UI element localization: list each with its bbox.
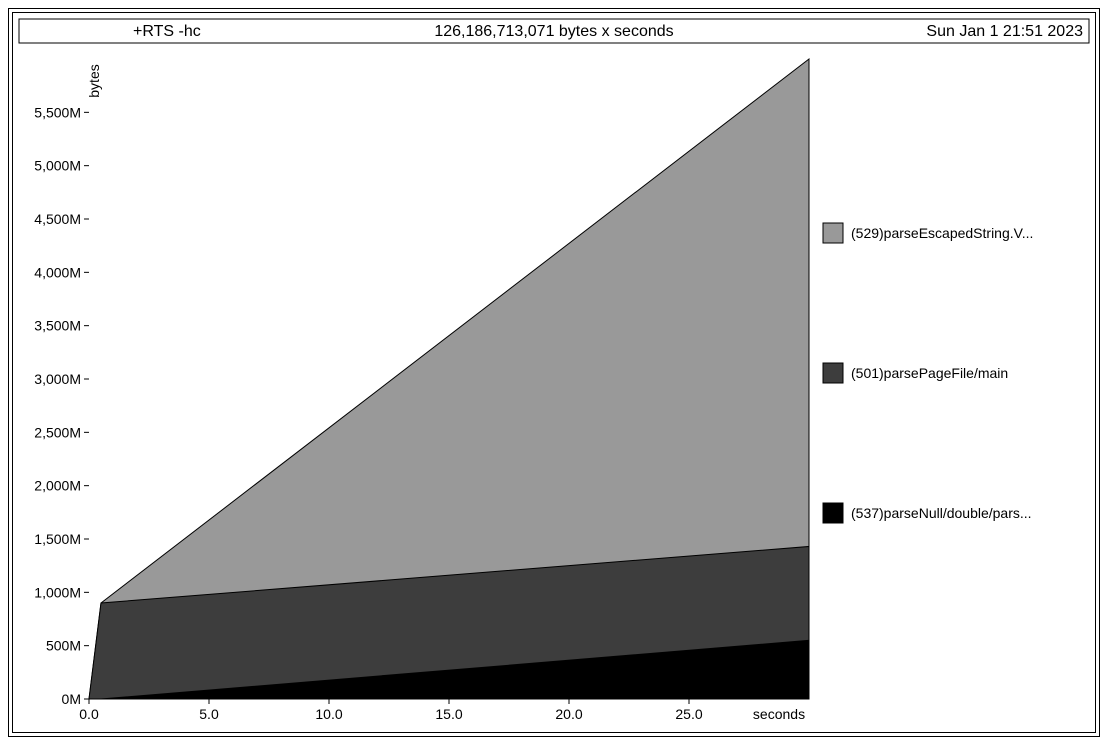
y-tick-label: 5,000M	[34, 158, 81, 174]
x-tick-label: 0.0	[79, 706, 99, 722]
chart-svg: +RTS -hc 126,186,713,071 bytes x seconds S…	[13, 13, 1095, 732]
y-tick-label: 4,500M	[34, 211, 81, 227]
legend-label-s2: (501)parsePageFile/main	[851, 365, 1008, 381]
x-tick-label: 15.0	[435, 706, 462, 722]
figure-inner: +RTS -hc 126,186,713,071 bytes x seconds S…	[12, 12, 1096, 733]
y-axis-label: bytes	[86, 64, 102, 97]
header-right: Sun Jan 1 21:51 2023	[926, 23, 1083, 40]
header-left: +RTS -hc	[133, 23, 201, 40]
header-center: 126,186,713,071 bytes x seconds	[434, 23, 673, 40]
y-tick-label: 3,500M	[34, 318, 81, 334]
y-tick-label: 500M	[46, 638, 81, 654]
y-tick-label: 0M	[62, 691, 81, 707]
y-tick-label: 5,500M	[34, 104, 81, 120]
x-tick-label: 25.0	[675, 706, 702, 722]
legend-swatch-s3	[823, 503, 843, 523]
x-tick-label: 10.0	[315, 706, 342, 722]
legend-swatch-s1	[823, 223, 843, 243]
figure-frame: +RTS -hc 126,186,713,071 bytes x seconds S…	[8, 8, 1100, 737]
y-tick-label: 3,000M	[34, 371, 81, 387]
legend-swatch-s2	[823, 363, 843, 383]
y-tick-label: 2,500M	[34, 424, 81, 440]
figure-outer: +RTS -hc 126,186,713,071 bytes x seconds S…	[0, 0, 1108, 745]
y-tick-label: 4,000M	[34, 264, 81, 280]
x-tick-label: 5.0	[199, 706, 219, 722]
x-axis-label: seconds	[753, 706, 805, 722]
legend-label-s3: (537)parseNull/double/pars...	[851, 505, 1032, 521]
y-tick-label: 1,000M	[34, 584, 81, 600]
y-tick-label: 1,500M	[34, 531, 81, 547]
y-tick-label: 2,000M	[34, 478, 81, 494]
x-tick-label: 20.0	[555, 706, 582, 722]
legend-label-s1: (529)parseEscapedString.V...	[851, 225, 1033, 241]
